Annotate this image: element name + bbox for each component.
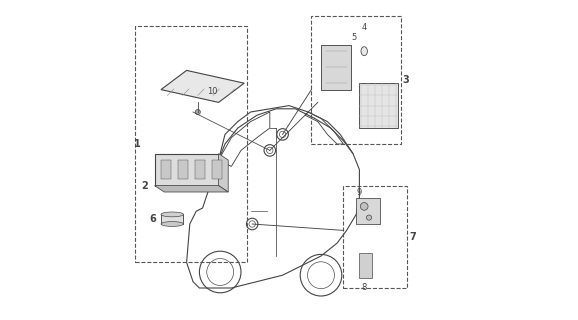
Text: 1: 1 bbox=[134, 139, 140, 149]
Text: 8: 8 bbox=[361, 283, 367, 292]
Circle shape bbox=[366, 215, 372, 220]
Polygon shape bbox=[360, 253, 372, 278]
Text: 2: 2 bbox=[142, 180, 149, 191]
Polygon shape bbox=[154, 154, 218, 186]
Polygon shape bbox=[356, 198, 380, 224]
Text: 3: 3 bbox=[403, 75, 409, 85]
Text: 9: 9 bbox=[357, 188, 362, 197]
Circle shape bbox=[195, 109, 201, 115]
Polygon shape bbox=[321, 45, 351, 90]
Text: 10: 10 bbox=[208, 87, 218, 96]
Polygon shape bbox=[195, 160, 205, 179]
Polygon shape bbox=[218, 154, 228, 192]
Polygon shape bbox=[161, 214, 183, 224]
Text: 4: 4 bbox=[362, 23, 367, 32]
Polygon shape bbox=[154, 186, 228, 192]
Text: 7: 7 bbox=[409, 232, 416, 242]
Circle shape bbox=[360, 203, 368, 210]
Polygon shape bbox=[360, 83, 398, 128]
Text: 5: 5 bbox=[351, 33, 357, 42]
Ellipse shape bbox=[161, 221, 183, 227]
Polygon shape bbox=[178, 160, 188, 179]
Polygon shape bbox=[161, 70, 244, 102]
Ellipse shape bbox=[361, 47, 368, 56]
Polygon shape bbox=[161, 160, 171, 179]
Ellipse shape bbox=[161, 212, 183, 217]
Polygon shape bbox=[212, 160, 222, 179]
Text: 6: 6 bbox=[150, 214, 157, 224]
